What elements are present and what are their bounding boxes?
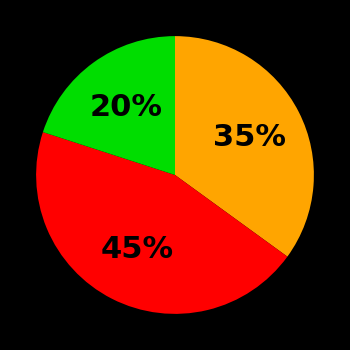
Text: 35%: 35% (213, 122, 286, 152)
Wedge shape (36, 132, 287, 314)
Wedge shape (43, 36, 175, 175)
Wedge shape (175, 36, 314, 257)
Text: 20%: 20% (90, 93, 162, 122)
Text: 45%: 45% (100, 235, 174, 264)
